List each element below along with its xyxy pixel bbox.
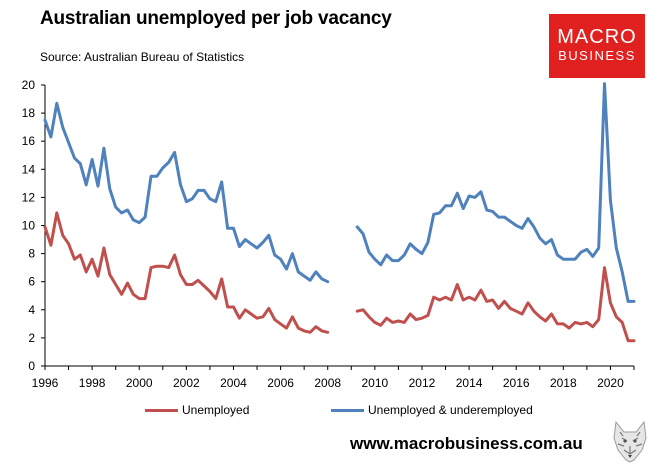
y-tick-label: 16 — [22, 134, 36, 148]
y-tick-label: 0 — [28, 359, 35, 373]
legend-label-unemployed: Unemployed — [182, 403, 250, 417]
y-tick-label: 18 — [22, 106, 36, 120]
y-tick-label: 8 — [28, 247, 35, 261]
x-tick-label: 2000 — [126, 376, 153, 390]
wolf-head-icon — [613, 420, 647, 463]
y-tick-label: 2 — [28, 331, 35, 345]
x-tick-label: 2016 — [503, 376, 530, 390]
brand-logo-line1: MACRO — [557, 26, 637, 48]
legend-item-underemployed: Unemployed & underemployed — [331, 402, 533, 418]
brand-logo-line2: BUSINESS — [558, 48, 636, 63]
series-line-unemployed-segment-1 — [43, 211, 330, 334]
brand-logo[interactable]: MACRO BUSINESS — [549, 14, 645, 78]
x-tick-label: 2010 — [361, 376, 388, 390]
y-tick-label: 10 — [22, 219, 36, 233]
x-tick-label: 2014 — [456, 376, 483, 390]
x-tick-label: 2012 — [409, 376, 436, 390]
legend-swatch-underemployed — [331, 409, 364, 413]
x-tick-label: 2002 — [173, 376, 200, 390]
chart-title: Australian unemployed per job vacancy — [40, 8, 392, 29]
line-chart: 0 2 4 6 8 10 12 14 16 18 20 1996 1998 2000 2002 2004 200… — [22, 78, 636, 390]
x-tick-label: 1998 — [79, 376, 106, 390]
y-tick-label: 4 — [28, 303, 35, 317]
website-url[interactable]: www.macrobusiness.com.au — [350, 434, 583, 453]
legend-item-unemployed: Unemployed — [145, 402, 249, 418]
y-tick-label: 14 — [22, 162, 36, 176]
x-tick-label: 2018 — [550, 376, 577, 390]
x-tick-label: 2006 — [267, 376, 294, 390]
x-tick-label: 2004 — [220, 376, 247, 390]
series-line-unemployed-segment-2 — [355, 266, 636, 343]
y-tick-label: 12 — [22, 190, 36, 204]
y-tick-label: 20 — [22, 78, 36, 92]
x-tick-label: 2020 — [597, 376, 624, 390]
y-tick-label: 6 — [28, 275, 35, 289]
series-line-underemployed-segment-2 — [355, 82, 636, 303]
series-line-underemployed-segment-1 — [43, 101, 330, 284]
x-tick-label: 1996 — [32, 376, 59, 390]
chart-subtitle: Source: Australian Bureau of Statistics — [40, 50, 245, 64]
legend-swatch-unemployed — [145, 409, 178, 413]
x-tick-label: 2008 — [314, 376, 341, 390]
legend-label-underemployed: Unemployed & underemployed — [368, 403, 533, 417]
